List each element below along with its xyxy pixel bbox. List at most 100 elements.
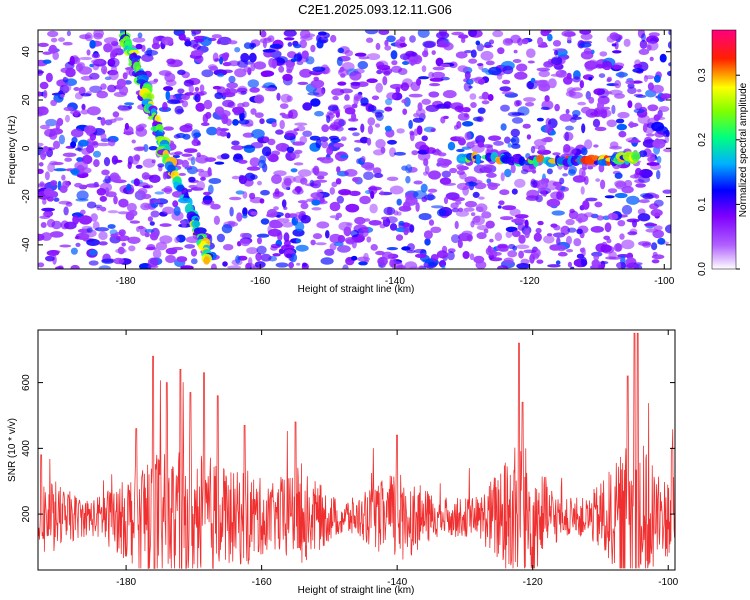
heatmap-cell <box>668 62 671 67</box>
heatmap-cell <box>259 118 265 125</box>
heatmap-cell <box>83 229 97 238</box>
heatmap-cell <box>492 30 504 38</box>
heatmap-cell <box>552 152 561 156</box>
heatmap-cell <box>59 94 65 98</box>
heatmap-cell <box>62 77 69 83</box>
heatmap-cell <box>580 33 593 40</box>
heatmap-cell <box>360 123 365 133</box>
heatmap-cell <box>628 139 641 143</box>
colorbar-tick-label: 0.2 <box>697 132 708 146</box>
heatmap-cell <box>342 264 349 269</box>
heatmap-cell <box>128 105 133 110</box>
heatmap-cell <box>552 40 562 47</box>
heatmap-cell <box>333 118 347 127</box>
heatmap-cell <box>389 185 404 195</box>
heatmap-cell <box>650 84 664 94</box>
heatmap-cell <box>255 252 262 262</box>
heatmap-cell <box>498 247 509 252</box>
heatmap-cell <box>257 237 262 245</box>
heatmap-cell <box>395 234 404 241</box>
heatmap-cell <box>259 155 267 164</box>
heatmap-cell <box>664 136 670 144</box>
heatmap-cell <box>650 209 663 217</box>
heatmap-cell <box>300 214 311 224</box>
heatmap-cell <box>518 250 524 259</box>
heatmap-cell <box>38 183 49 188</box>
heatmap-cell <box>514 178 526 188</box>
heatmap-cell <box>386 35 396 43</box>
heatmap-cell <box>652 139 666 149</box>
heatmap-cell <box>275 222 283 228</box>
heatmap-cell <box>656 170 661 180</box>
heatmap-cell <box>250 211 258 216</box>
heatmap-cell <box>475 40 481 46</box>
heatmap-cell <box>293 162 304 166</box>
heatmap-cell <box>217 73 224 78</box>
heatmap-cell <box>49 128 64 135</box>
heatmap-cell <box>440 76 450 81</box>
heatmap-cell <box>436 209 447 217</box>
heatmap-cell <box>488 135 502 141</box>
heatmap-cell <box>626 195 640 205</box>
heatmap-cell <box>561 30 576 37</box>
heatmap-cell <box>137 188 148 195</box>
heatmap-cell <box>272 253 281 257</box>
heatmap-cell <box>99 195 108 202</box>
heatmap-cell <box>579 80 584 89</box>
heatmap-cell <box>89 85 103 94</box>
heatmap-cell <box>344 50 353 57</box>
heatmap-cell <box>551 210 565 216</box>
heatmap-cell <box>337 235 346 243</box>
heatmap-cell <box>578 42 592 48</box>
heatmap-cell <box>305 56 315 65</box>
heatmap-cell <box>39 81 49 90</box>
heatmap-cell <box>108 59 116 65</box>
heatmap-cell <box>313 76 320 81</box>
heatmap-cell <box>421 98 432 105</box>
heatmap-cell <box>243 66 251 72</box>
heatmap-cell <box>256 233 270 238</box>
heatmap-cell <box>100 206 107 212</box>
heatmap-cell <box>636 89 642 93</box>
heatmap-cell <box>250 61 256 72</box>
heatmap-cell <box>451 234 460 244</box>
heatmap-cell <box>65 114 70 123</box>
heatmap-cell <box>413 248 427 254</box>
heatmap-cell <box>310 192 324 199</box>
heatmap-cell <box>214 92 223 100</box>
heatmap-cell <box>488 66 502 76</box>
heatmap-cell <box>405 175 411 184</box>
heatmap-cell <box>153 78 159 83</box>
heatmap-cell <box>206 126 218 136</box>
heatmap-cell <box>162 101 168 111</box>
heatmap-cell <box>421 135 428 142</box>
heatmap-cell <box>423 262 429 267</box>
heatmap-feature-cell <box>630 151 641 162</box>
heatmap-cell <box>87 106 101 116</box>
heatmap-cell <box>436 103 450 109</box>
heatmap-cell <box>543 235 555 244</box>
heatmap-cell <box>601 106 611 110</box>
heatmap-cell <box>635 167 642 176</box>
heatmap-cell <box>336 56 343 67</box>
heatmap-cell <box>53 168 67 172</box>
heatmap-cell <box>191 258 198 265</box>
heatmap-cell <box>628 121 635 129</box>
heatmap-cell <box>126 202 137 212</box>
heatmap-cell <box>367 117 376 126</box>
heatmap-cell <box>75 198 89 202</box>
heatmap-cell <box>436 250 448 259</box>
heatmap-cell <box>621 204 633 215</box>
heatmap-cell <box>294 122 308 126</box>
heatmap-cell <box>608 89 623 96</box>
heatmap-cell <box>576 228 583 235</box>
heatmap-cell <box>75 147 82 151</box>
heatmap-cell <box>464 50 473 54</box>
heatmap-cell <box>248 52 257 63</box>
heatmap-cell <box>638 199 650 204</box>
heatmap-cell <box>465 200 477 208</box>
heatmap-cell <box>556 190 565 201</box>
heatmap-cell <box>598 163 605 173</box>
heatmap-cell <box>590 226 604 233</box>
heatmap-cell <box>321 124 330 133</box>
